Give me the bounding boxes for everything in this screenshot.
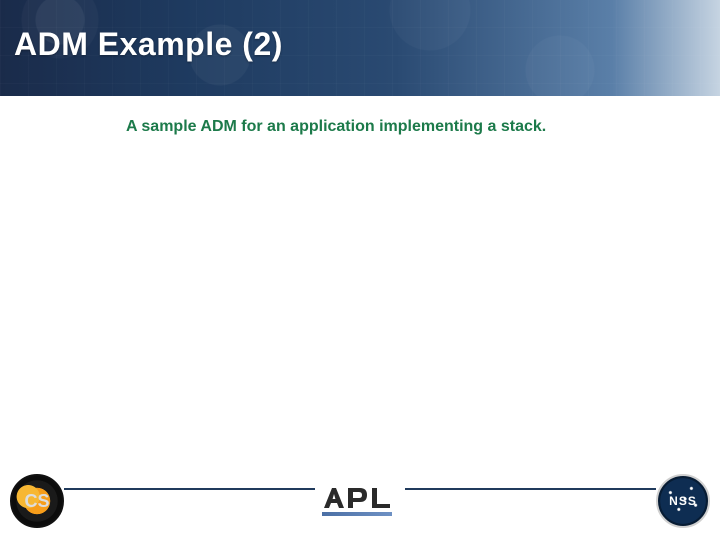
nss-seal-text: NSS — [669, 494, 697, 508]
slide-title: ADM Example (2) — [14, 26, 283, 63]
apl-wordmark-icon — [315, 482, 405, 522]
slide: ADM Example (2) A sample ADM for an appl… — [0, 0, 720, 540]
footer: CS — [0, 464, 720, 540]
header-band: ADM Example (2) — [0, 0, 720, 96]
logo-nss: NSS — [656, 474, 710, 528]
cs-badge-icon: CS — [10, 474, 64, 528]
nss-seal-icon: NSS — [656, 474, 710, 528]
logo-apl — [315, 482, 405, 522]
logo-cs: CS — [10, 474, 64, 528]
cs-badge-text: CS — [24, 491, 49, 512]
slide-subtitle: A sample ADM for an application implemen… — [126, 118, 546, 136]
